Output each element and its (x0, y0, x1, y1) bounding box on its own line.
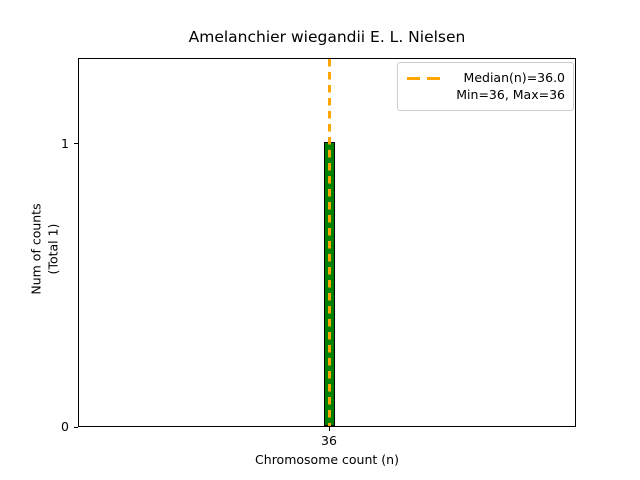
xtick-mark-36 (328, 427, 330, 431)
legend-label-median: Median(n)=36.0 (463, 70, 565, 85)
legend-entry-median: Median(n)=36.0 (406, 69, 565, 86)
plot-area (78, 58, 576, 427)
ytick-label-0: 0 (61, 419, 69, 434)
median-line (328, 59, 332, 426)
ytick-label-1: 1 (61, 136, 69, 151)
ytick-mark-0 (74, 427, 78, 429)
y-axis-label: Num of counts (Total 1) (28, 203, 61, 295)
dashed-line-icon (406, 71, 444, 85)
legend-label-minmax: Min=36, Max=36 (456, 87, 565, 102)
legend: Median(n)=36.0 Min=36, Max=36 (397, 62, 574, 111)
ytick-mark-1 (74, 143, 78, 145)
xtick-label-36: 36 (321, 433, 337, 448)
x-axis-label: Chromosome count (n) (255, 452, 399, 467)
chart-title: Amelanchier wiegandii E. L. Nielsen (188, 28, 466, 46)
